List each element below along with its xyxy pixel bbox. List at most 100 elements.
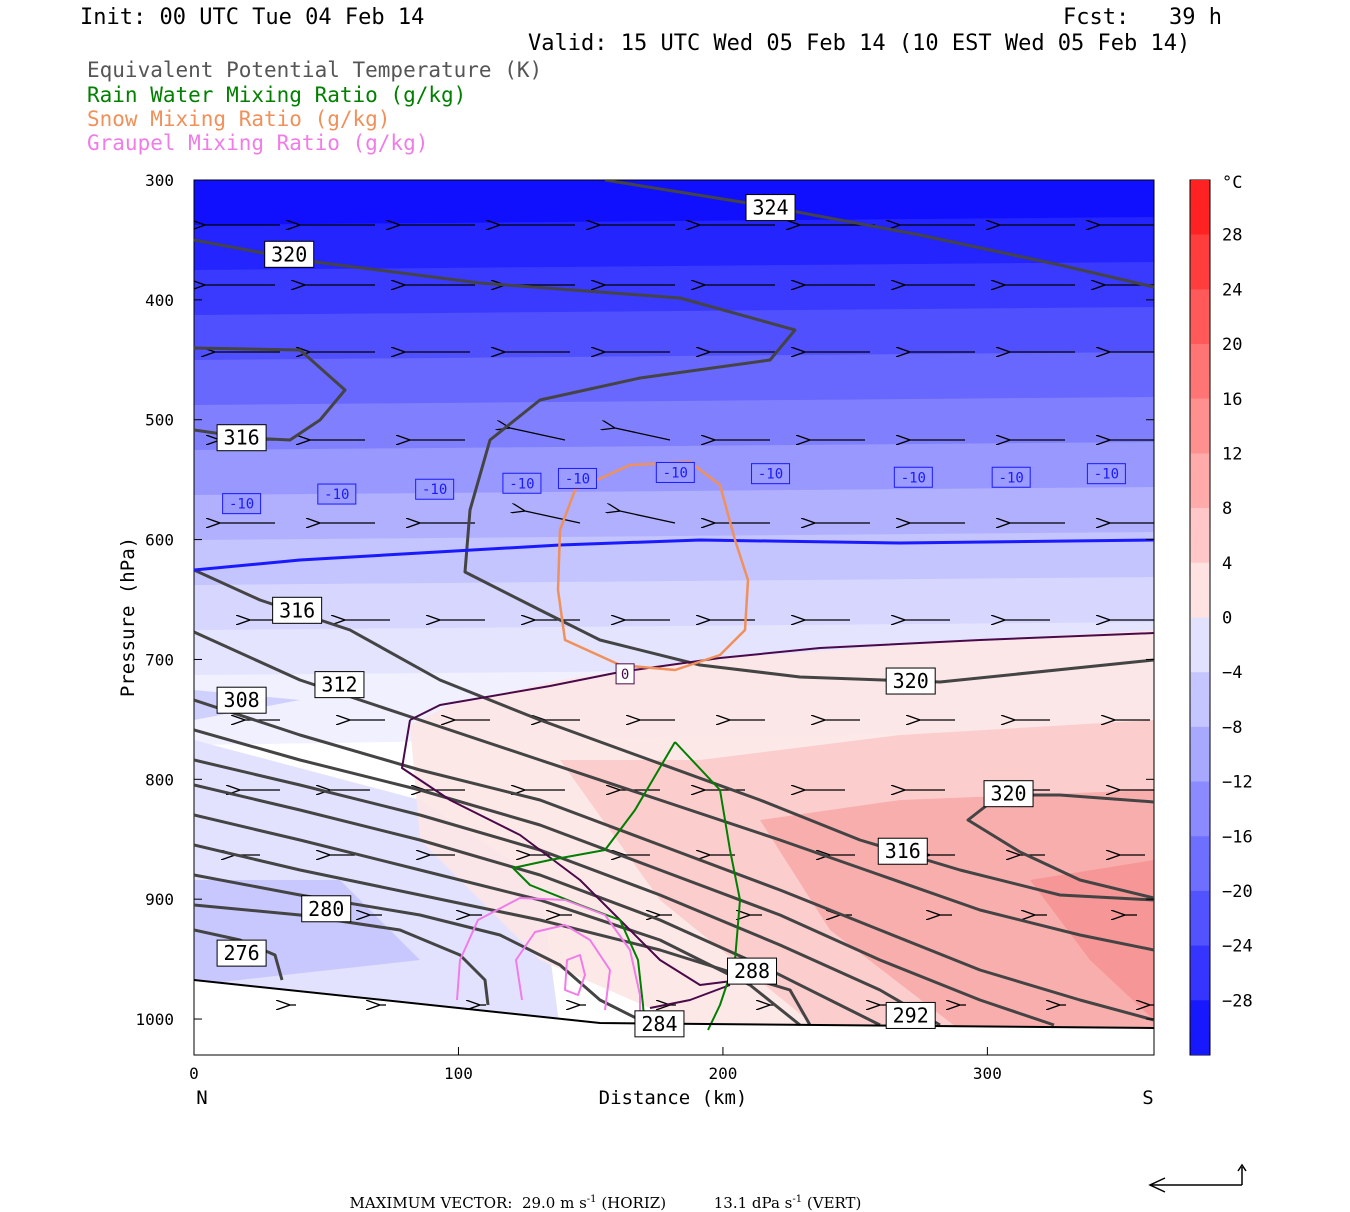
y-tick-label: 700 xyxy=(145,650,174,669)
theta-e-label: 276 xyxy=(224,941,260,965)
wind-vector xyxy=(525,511,581,524)
isotherm-label-box xyxy=(317,483,357,505)
colorbar-band xyxy=(1191,890,1209,946)
y-tick-label: 900 xyxy=(145,890,174,909)
y-tick-label: 800 xyxy=(145,770,174,789)
colorbar-band xyxy=(1191,398,1209,454)
theta-e-label: 324 xyxy=(752,196,788,220)
colorbar-tick-label: −4 xyxy=(1222,663,1242,683)
y-tick-label: 1000 xyxy=(135,1010,174,1029)
isotherm-label-box xyxy=(1086,463,1126,485)
x-axis-label: Distance (km) xyxy=(599,1087,748,1109)
colorbar-tick-label: 28 xyxy=(1222,226,1242,246)
x-tick-label: 300 xyxy=(973,1064,1002,1083)
y-tick-label: 400 xyxy=(145,291,174,310)
theta-e-label-box xyxy=(264,240,315,268)
theta-e-label: 316 xyxy=(224,426,260,450)
theta-e-label-box xyxy=(634,1010,685,1038)
colorbar-band xyxy=(1191,781,1209,837)
colorbar-tick-label: 16 xyxy=(1222,390,1242,410)
isotherm-label: -10 xyxy=(1094,467,1119,483)
isotherm-label: -10 xyxy=(758,467,783,483)
max-vector-note: MAXIMUM VECTOR: 29.0 m s-1 (HORIZ) 13.1 … xyxy=(340,1176,862,1212)
isotherm-label-box xyxy=(415,478,455,500)
theta-e-label: 284 xyxy=(641,1012,677,1036)
colorbar-band xyxy=(1191,617,1209,673)
isotherm-label-box xyxy=(655,461,695,483)
colorbar-band xyxy=(1191,672,1209,727)
theta-e-300 xyxy=(194,758,941,1027)
colorbar-band xyxy=(1191,508,1209,563)
theta-e-label: 292 xyxy=(893,1003,929,1027)
isotherm-label: 0 xyxy=(621,667,629,683)
isotherm-label-box xyxy=(557,467,597,489)
forecast-hour: Fcst: 39 h xyxy=(1063,5,1222,30)
plot-frame xyxy=(193,179,1155,1056)
colorbar-band xyxy=(1191,945,1209,1001)
isotherm-label-box xyxy=(991,466,1031,488)
x-tick-label: 100 xyxy=(444,1064,473,1083)
wind-vector xyxy=(510,428,566,441)
theta-e-label: 316 xyxy=(279,598,315,622)
colorbar-bands xyxy=(1191,180,1209,1055)
isotherm-label-box xyxy=(615,663,635,685)
legend-graupel: Graupel Mixing Ratio (g/kg) xyxy=(87,131,429,155)
wind-vector xyxy=(615,428,671,441)
isotherm-label: -10 xyxy=(565,471,590,487)
isotherm-label: -10 xyxy=(999,470,1024,486)
theta-e-label-box xyxy=(272,596,323,624)
theta-e-label-box xyxy=(216,939,267,967)
graupel-inner xyxy=(564,954,586,996)
max-vector-horiz: 29.0 m s xyxy=(521,1194,587,1212)
colorbar-tick-label: −24 xyxy=(1222,937,1253,957)
isotherm-label-box xyxy=(502,472,542,494)
theta-e-label: 308 xyxy=(224,688,260,712)
theta-e-label-box xyxy=(727,957,778,985)
temperature-shading xyxy=(194,180,1154,1055)
theta-e-label: 316 xyxy=(885,839,921,863)
colorbar-tick-label: 4 xyxy=(1222,554,1232,574)
reference-vector xyxy=(1148,1163,1247,1193)
max-vector-vert: 13.1 dPa s xyxy=(713,1194,793,1212)
rain-contour xyxy=(512,741,741,1031)
colorbar-tick-label: 0 xyxy=(1222,609,1232,629)
isotherm-label: -10 xyxy=(229,497,254,513)
theta-e-304 xyxy=(194,728,1055,1027)
theta-e-280 xyxy=(194,903,490,1006)
isotherm-label: -10 xyxy=(509,476,534,492)
valid-time: Valid: 15 UTC Wed 05 Feb 14 (10 EST Wed … xyxy=(528,31,1191,56)
isotherm-label: -10 xyxy=(324,487,349,503)
colorbar-tick-label: −28 xyxy=(1222,991,1253,1011)
theta-e-label-box xyxy=(216,424,267,452)
colorbar-tick-label: 20 xyxy=(1222,335,1242,355)
theta-e-label-box xyxy=(983,780,1034,808)
theta-e-324 xyxy=(604,180,1154,289)
colorbar-band xyxy=(1191,562,1209,618)
theta-e-label-box xyxy=(885,667,936,695)
theta-e-label-box xyxy=(216,686,267,714)
warm-region-4 xyxy=(1030,860,1154,1020)
isotherm-label-box xyxy=(751,463,791,485)
x-axis-ticks: 0 100 200 300 xyxy=(189,1047,1002,1083)
theta-e-label: 320 xyxy=(990,782,1026,806)
x-end-label-south: S xyxy=(1142,1087,1153,1109)
colorbar-band xyxy=(1191,234,1209,290)
theta-e-296 xyxy=(194,783,881,1027)
colorbar-ticks: 28 24 20 16 12 8 4 0 −4 −8 −12 −16 −20 −24 −28 xyxy=(1222,226,1253,1012)
colorbar-band xyxy=(1191,180,1209,235)
isotherm-label-box xyxy=(893,466,933,488)
vert-tag: (VERT) xyxy=(806,1194,862,1212)
theta-e-284 xyxy=(194,873,641,1022)
theta-e-label: 320 xyxy=(271,242,307,266)
theta-e-308 xyxy=(194,698,1154,1022)
isotherm-label: -10 xyxy=(422,482,447,498)
theta-e-label: 320 xyxy=(893,669,929,693)
theta-e-320-upper xyxy=(194,238,1154,684)
colorbar-tick-label: −20 xyxy=(1222,882,1253,902)
max-vector-prefix: MAXIMUM VECTOR: xyxy=(349,1194,513,1212)
theta-e-label-box xyxy=(885,1001,936,1029)
y-axis-label: Pressure (hPa) xyxy=(117,537,139,697)
isotherm-label-box xyxy=(222,493,262,515)
theta-e-labels: 324 320 316 316 312 308 320 320 316 280 276 288 292 2… xyxy=(216,194,1034,1038)
